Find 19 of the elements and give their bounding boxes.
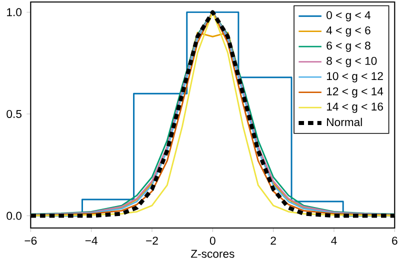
x-axis-title: Z-scores	[190, 250, 234, 258]
legend-label: Normal	[327, 118, 362, 126]
x-tick-label: −2	[146, 236, 158, 245]
y-tick-label: 0.5	[6, 110, 22, 118]
legend-label: 4 < g < 6	[326, 26, 370, 37]
legend-label: 6 < g < 8	[326, 42, 370, 52]
x-tick-label: −6	[24, 236, 37, 245]
legend-label: 14 < g < 16	[326, 102, 383, 113]
legend-label: 8 < g < 10	[326, 56, 377, 68]
x-tick-label: −4	[85, 236, 98, 245]
legend-label: 10 < g < 12	[326, 72, 383, 82]
legend-label: 12 < g < 14	[326, 87, 384, 98]
legend-label: 0 < g < 4	[326, 11, 371, 22]
x-tick-label: 2	[270, 236, 276, 245]
y-tick-label: 1.0	[7, 8, 22, 16]
x-tick-label: 0	[210, 236, 216, 245]
y-tick-label: 0.0	[6, 212, 22, 220]
x-tick-label: 6	[392, 236, 398, 245]
x-tick-label: 4	[331, 236, 337, 245]
